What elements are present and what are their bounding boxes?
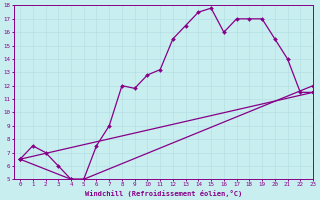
X-axis label: Windchill (Refroidissement éolien,°C): Windchill (Refroidissement éolien,°C) xyxy=(85,190,242,197)
